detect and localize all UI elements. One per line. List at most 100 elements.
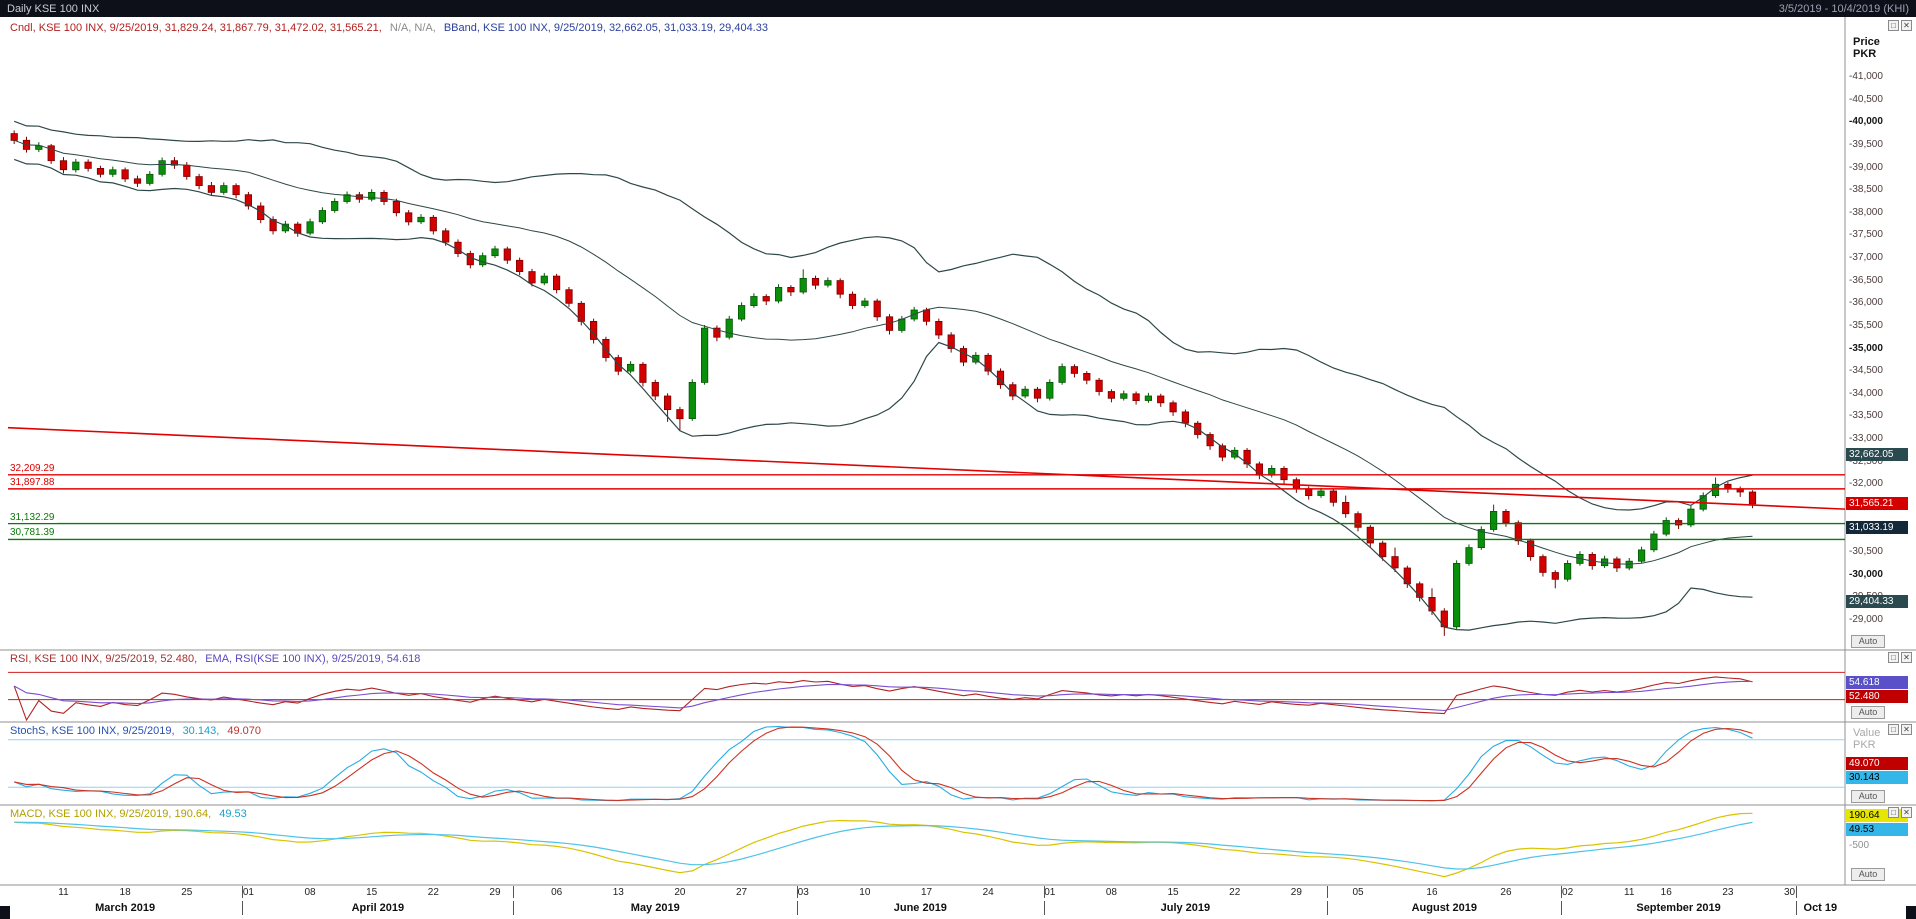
x-tick-label: 13 <box>612 887 624 898</box>
x-tick-label: 27 <box>736 887 748 898</box>
month-separator <box>242 901 244 915</box>
x-tick-label: 15 <box>1167 887 1179 898</box>
x-tick-label: 06 <box>551 887 563 898</box>
indicator-value-tag: 54.618 <box>1846 675 1908 689</box>
stoch-panel-legend: StochS, KSE 100 INX, 9/25/2019, 30.143, … <box>10 725 266 737</box>
month-separator <box>1043 901 1045 915</box>
y-axis-label: -37,000 <box>1849 252 1883 263</box>
x-tick-label: 03 <box>797 887 809 898</box>
x-tick-label: 29 <box>489 887 501 898</box>
month-label: May 2019 <box>630 902 680 914</box>
level-label-resistance: 32,209.29 <box>8 462 57 474</box>
month-separator <box>797 901 799 915</box>
month-separator <box>513 886 515 898</box>
price-panel-canvas[interactable] <box>0 17 1916 650</box>
x-tick-label: 24 <box>982 887 994 898</box>
y-axis-label: -41,000 <box>1849 71 1883 82</box>
x-tick-label: 18 <box>119 887 131 898</box>
panel-close-button[interactable]: ✕ <box>1901 807 1912 818</box>
y-axis-label: -40,500 <box>1849 93 1883 105</box>
legend-macd: MACD, KSE 100 INX, 9/25/2019, 190.64, <box>10 808 212 820</box>
y-axis-label: -34,500 <box>1849 365 1883 377</box>
panel-close-button[interactable]: ✕ <box>1901 20 1912 31</box>
month-label: July 2019 <box>1160 902 1211 914</box>
panel-close-button[interactable]: ✕ <box>1901 652 1912 663</box>
month-label: September 2019 <box>1636 902 1721 914</box>
legend-stoch-d: 49.070 <box>227 725 261 737</box>
frame-corner-left <box>0 906 10 919</box>
x-tick-label: 10 <box>859 887 871 898</box>
month-separator <box>1327 886 1329 898</box>
y-axis-label: -37,500 <box>1849 229 1883 241</box>
month-label: April 2019 <box>351 902 405 914</box>
month-separator <box>1561 886 1563 898</box>
time-axis[interactable] <box>0 885 1916 919</box>
level-label-support: 31,132.29 <box>8 511 57 523</box>
price-tag: 31,033.19 <box>1846 521 1908 535</box>
y-axis-label: -33,000 <box>1849 433 1883 444</box>
value-axis-title: Value PKR <box>1853 727 1881 751</box>
indicator-value-tag: 52.480 <box>1846 689 1908 703</box>
x-tick-label: 11 <box>1624 887 1635 898</box>
panel-maximize-button[interactable]: □ <box>1888 807 1899 818</box>
x-tick-label: 22 <box>1229 887 1241 898</box>
x-tick-label: 16 <box>1660 887 1672 898</box>
frame-corner-right <box>1906 906 1916 919</box>
x-tick-label: 25 <box>181 887 193 898</box>
month-separator <box>1327 901 1329 915</box>
auto-scale-button[interactable]: Auto <box>1851 635 1885 648</box>
x-tick-label: 23 <box>1722 887 1734 898</box>
rsi-panel-legend: RSI, KSE 100 INX, 9/25/2019, 52.480, EMA… <box>10 653 425 665</box>
macd-panel-canvas[interactable] <box>0 805 1916 885</box>
legend-stoch: StochS, KSE 100 INX, 9/25/2019, <box>10 725 175 737</box>
level-label-resistance: 31,897.88 <box>8 476 57 488</box>
y-axis-label: -39,500 <box>1849 138 1883 150</box>
legend-cndl: Cndl, KSE 100 INX, 9/25/2019, 31,829.24,… <box>10 22 382 34</box>
panel-maximize-button[interactable]: □ <box>1888 652 1899 663</box>
y-axis-label: -29,000 <box>1849 614 1883 625</box>
x-tick-label: 08 <box>1105 887 1117 898</box>
month-label: August 2019 <box>1411 902 1478 914</box>
x-tick-label: 17 <box>920 887 933 898</box>
indicator-value-tag: 30.143 <box>1846 771 1908 785</box>
month-separator <box>513 901 515 915</box>
x-tick-label: 15 <box>366 887 378 898</box>
y-axis-label: -40,000 <box>1849 116 1883 128</box>
price-tag: 32,662.05 <box>1846 447 1908 461</box>
x-tick-label: 01 <box>242 887 254 898</box>
y-axis-label: -36,500 <box>1849 274 1883 286</box>
x-tick-label: 30 <box>1783 887 1796 898</box>
y-axis-label: -32,500 <box>1849 455 1883 467</box>
price-panel-legend: Cndl, KSE 100 INX, 9/25/2019, 31,829.24,… <box>10 22 773 34</box>
legend-na: N/A, N/A, <box>389 22 436 34</box>
chart-title: Daily KSE 100 INX <box>7 2 100 15</box>
price-axis-title: Price PKR <box>1853 36 1880 60</box>
price-tag: 31,565.21 <box>1846 497 1908 511</box>
date-range: 3/5/2019 - 10/4/2019 (KHI) <box>1778 2 1909 15</box>
panel-close-button[interactable]: ✕ <box>1901 724 1912 735</box>
x-tick-label: 05 <box>1352 887 1364 898</box>
y-axis-label: -35,500 <box>1849 319 1883 331</box>
month-label: March 2019 <box>95 902 156 914</box>
x-tick-label: 29 <box>1290 887 1302 898</box>
y-axis-label: -34,000 <box>1849 387 1883 399</box>
y-axis-label: -38,500 <box>1849 184 1883 196</box>
window-titlebar: Daily KSE 100 INX 3/5/2019 - 10/4/2019 (… <box>0 0 1916 17</box>
y-axis-label: -32,000 <box>1849 478 1883 490</box>
y-axis-label: -35,000 <box>1849 342 1883 354</box>
auto-scale-button[interactable]: Auto <box>1851 790 1885 803</box>
x-tick-label: 16 <box>1426 887 1438 898</box>
panel-maximize-button[interactable]: □ <box>1888 724 1899 735</box>
x-tick-label: 22 <box>427 887 439 898</box>
stoch-panel-canvas[interactable] <box>0 722 1916 805</box>
macd-axis-label: -500 <box>1849 839 1870 851</box>
y-axis-label: -39,000 <box>1849 161 1883 173</box>
legend-stoch-k: 30.143, <box>182 725 220 737</box>
auto-scale-button[interactable]: Auto <box>1851 706 1885 719</box>
x-tick-label: 08 <box>304 887 316 898</box>
panel-maximize-button[interactable]: □ <box>1888 20 1899 31</box>
x-tick-label: 20 <box>674 887 686 898</box>
auto-scale-button[interactable]: Auto <box>1851 868 1885 881</box>
y-axis-label: -38,000 <box>1849 206 1883 218</box>
